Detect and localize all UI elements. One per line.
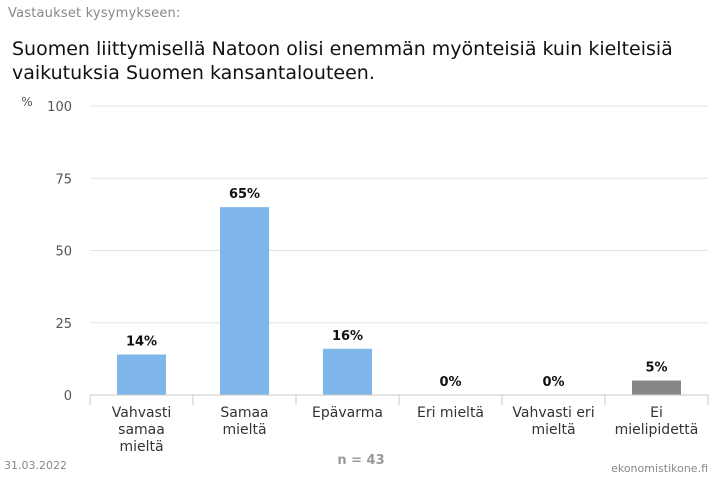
bar [220,207,269,395]
bar [632,380,681,395]
bar [117,354,166,395]
value-label: 0% [542,375,564,390]
value-label: 65% [229,187,260,202]
value-label: 0% [439,375,461,390]
x-tick-label: Samaa [220,405,268,421]
bar [323,348,372,395]
x-tick-label: mielipidettä [615,422,699,438]
x-tick-label: Vahvasti [112,405,171,421]
y-axis: 0 25 50 75 100% [21,95,72,404]
x-tick-label: samaa [118,422,165,438]
y-tick-label: 100 [47,100,72,115]
x-tick-label: Vahvasti eri [512,405,594,421]
x-tick-label: mieltä [222,422,266,438]
y-tick-label: 75 [55,172,72,187]
y-tick-label: 50 [55,245,72,260]
value-label: 5% [645,361,667,376]
bars [117,207,681,395]
chart-subtitle: Vastaukset kysymykseen: [8,6,181,21]
date-label: 31.03.2022 [4,459,67,472]
x-tick-label: Ei [650,405,663,421]
y-tick-label: 0 [64,389,72,404]
value-label: 16% [332,329,363,344]
y-tick-label: 25 [55,317,72,332]
x-tick-label: mieltä [119,439,163,455]
value-label: 14% [126,335,157,350]
source-label: ekonomistikone.fi [611,462,708,475]
sample-size-label: n = 43 [337,453,384,468]
x-tick-label: Epävarma [312,405,383,421]
x-tick-label: Eri mieltä [417,405,484,421]
value-labels: 14% 65% 16% 0% 0% 5% [126,187,668,390]
chart-title: Suomen liittymisellä Natoon olisi enemmä… [12,38,673,84]
y-axis-label: % [21,95,32,109]
x-tick-label: mieltä [531,422,575,438]
gridlines [90,105,708,324]
